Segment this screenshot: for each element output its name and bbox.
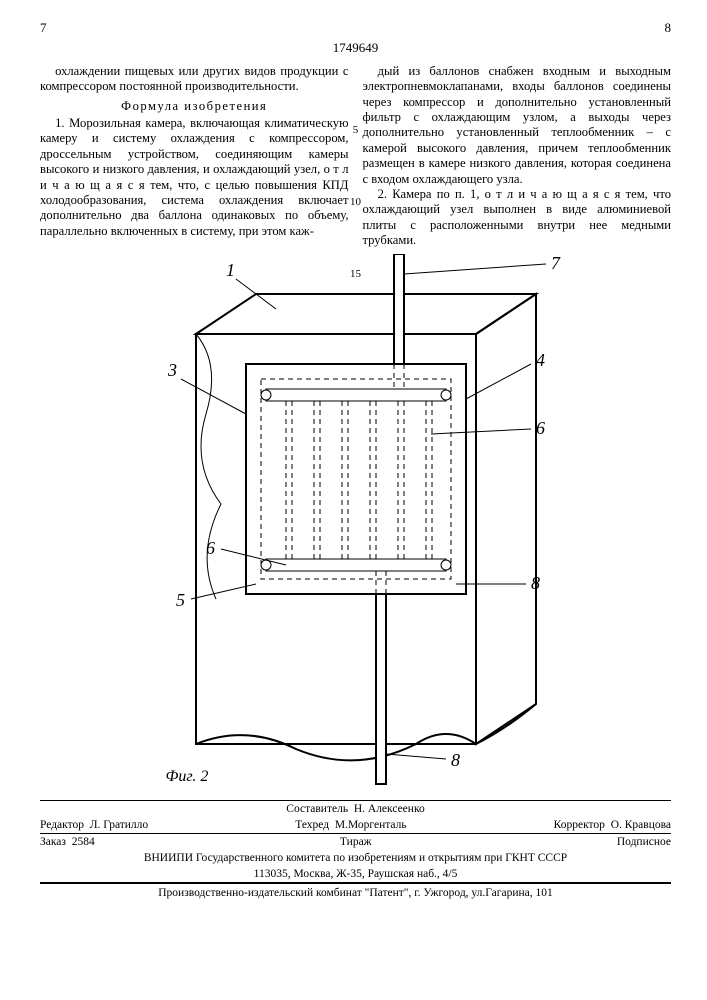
patent-number: 1749649 bbox=[40, 40, 671, 56]
text-columns: 5 10 15 охлаждении пищевых или других ви… bbox=[40, 64, 671, 248]
line-number-5: 5 bbox=[353, 124, 359, 137]
editor-name: Л. Гратилло bbox=[90, 819, 148, 831]
figure-label-8a: 8 bbox=[531, 573, 540, 593]
figure-label-6a: 6 bbox=[536, 418, 545, 438]
editor-label: Редактор bbox=[40, 819, 84, 831]
compiler-label: Составитель bbox=[286, 803, 348, 815]
corrector-name: О. Кравцова bbox=[611, 819, 671, 831]
figure-label-7: 7 bbox=[551, 254, 561, 273]
page-num-right: 8 bbox=[665, 20, 672, 36]
figure-label-8b: 8 bbox=[451, 750, 460, 770]
order-num: 2584 bbox=[72, 836, 95, 848]
figure-svg: 1 3 4 7 6 6 5 8 8 bbox=[126, 254, 586, 794]
compiler-name: Н. Алексеенко bbox=[354, 803, 425, 815]
techred-name: М.Моргенталь bbox=[335, 819, 407, 831]
figure-label-6b: 6 bbox=[206, 538, 215, 558]
page-num-left: 7 bbox=[40, 20, 47, 36]
publisher-line: Производственно-издательский комбинат "П… bbox=[40, 883, 671, 902]
formula-title: Формула изобретения bbox=[40, 99, 349, 114]
right-column: дый из баллонов снабжен входным и выходн… bbox=[363, 64, 672, 248]
figure-label-4: 4 bbox=[536, 350, 545, 370]
figure-caption: Фиг. 2 bbox=[166, 768, 209, 786]
techred-label: Техред bbox=[295, 819, 329, 831]
figure-label-3: 3 bbox=[167, 360, 177, 380]
claim-2-text: 2. Камера по п. 1, о т л и ч а ю щ а я с… bbox=[363, 187, 672, 248]
figure-2: 1 3 4 7 6 6 5 8 8 Фиг. 2 bbox=[126, 254, 586, 794]
tirazh: Тираж bbox=[340, 836, 372, 848]
order-label: Заказ bbox=[40, 836, 66, 848]
credits-block: Составитель Н. Алексеенко Редактор Л. Гр… bbox=[40, 800, 671, 883]
claim-1-text: 1. Морозильная камера, включающая климат… bbox=[40, 116, 349, 239]
vniipi-line: ВНИИПИ Государственного комитета по изоб… bbox=[40, 850, 671, 866]
left-column: охлаждении пищевых или других видов прод… bbox=[40, 64, 349, 248]
figure-label-1: 1 bbox=[226, 260, 235, 280]
address-line: 113035, Москва, Ж-35, Раушская наб., 4/5 bbox=[40, 866, 671, 882]
line-number-10: 10 bbox=[350, 196, 361, 209]
intro-text: охлаждении пищевых или других видов прод… bbox=[40, 64, 349, 95]
podpisnoe: Подписное bbox=[617, 836, 671, 848]
corrector-label: Корректор bbox=[554, 819, 605, 831]
claim-1-cont: дый из баллонов снабжен входным и выходн… bbox=[363, 64, 672, 187]
figure-label-5: 5 bbox=[176, 590, 185, 610]
